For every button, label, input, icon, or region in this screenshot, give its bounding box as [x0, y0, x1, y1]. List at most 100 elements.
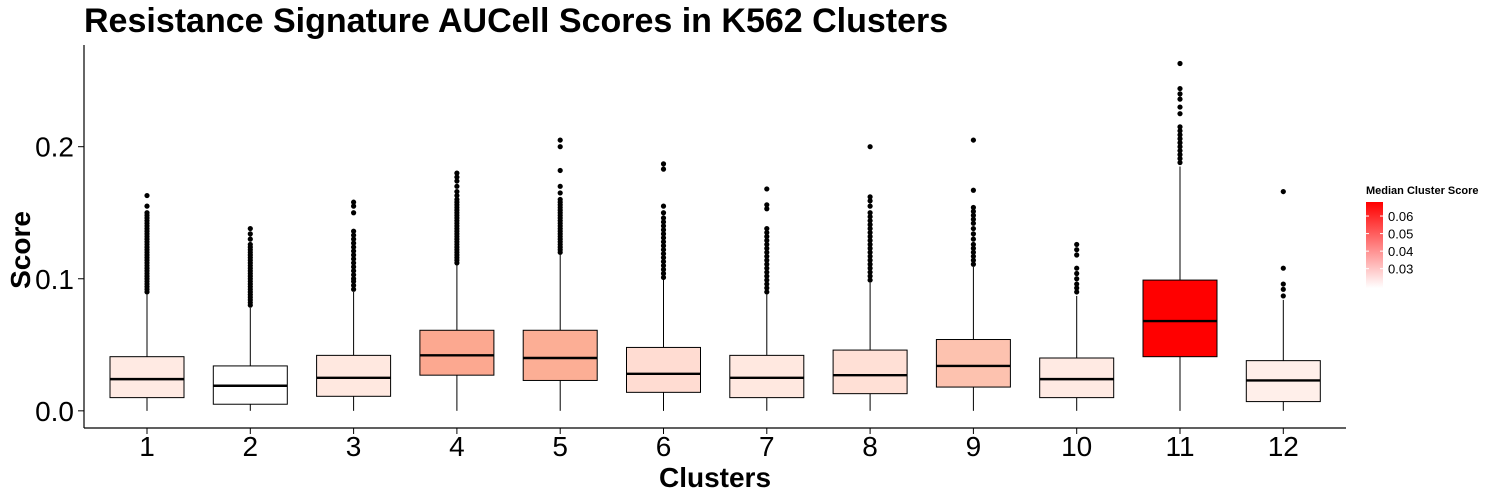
box-cluster-2: [212, 225, 288, 411]
outlier-point: [1074, 270, 1080, 277]
outlier-point: [867, 257, 873, 263]
outlier-point: [1074, 276, 1080, 282]
outlier-point: [764, 261, 770, 267]
box-cluster-11: [1142, 60, 1218, 411]
outlier-point: [351, 286, 357, 292]
outlier-point: [764, 206, 770, 212]
box-cluster-10: [1039, 241, 1115, 411]
box-cluster-8: [832, 144, 908, 411]
outlier-point: [867, 233, 873, 240]
outlier-point: [867, 144, 873, 150]
outlier-point: [970, 225, 977, 232]
outlier-point: [351, 236, 357, 242]
outlier-point: [764, 289, 770, 295]
outlier-point: [660, 243, 667, 249]
x-tick-label: 9: [966, 431, 982, 462]
outlier-point: [1280, 265, 1286, 271]
outlier-point: [660, 251, 667, 257]
outlier-point: [1177, 104, 1183, 110]
outlier-point: [454, 196, 460, 203]
box-iqr: [832, 349, 908, 395]
outlier-point: [351, 276, 357, 282]
x-tick-label: 1: [139, 431, 155, 462]
outlier-point: [867, 218, 873, 224]
outlier-point: [660, 258, 667, 265]
outlier-point: [764, 269, 770, 275]
outlier-point: [970, 216, 977, 222]
outlier-point: [1177, 91, 1183, 97]
outlier-point: [764, 245, 770, 251]
outlier-point: [867, 198, 873, 204]
outlier-point: [970, 204, 977, 211]
outlier-point: [247, 231, 253, 237]
outlier-point: [867, 245, 873, 251]
outlier-point: [1177, 128, 1183, 134]
box-cluster-12: [1245, 188, 1321, 411]
outlier-point: [970, 245, 977, 251]
outlier-point: [660, 235, 667, 241]
outlier-point: [1177, 60, 1183, 67]
y-tick-label: 0.1: [35, 264, 74, 295]
outlier-point: [557, 196, 563, 203]
outlier-point: [764, 202, 770, 208]
box-iqr: [316, 354, 392, 397]
outlier-point: [764, 281, 770, 287]
outlier-point: [351, 260, 357, 266]
box-iqr: [1142, 279, 1218, 358]
outlier-point: [454, 178, 460, 184]
outlier-point: [454, 183, 460, 189]
box-iqr: [522, 329, 598, 381]
x-tick-label: 2: [243, 431, 259, 462]
outlier-point: [351, 199, 357, 205]
outlier-point: [660, 239, 667, 245]
outlier-point: [660, 161, 667, 167]
outlier-point: [454, 192, 460, 199]
outlier-point: [557, 167, 563, 174]
outlier-point: [1177, 140, 1183, 146]
outlier-point: [867, 203, 873, 209]
outlier-point: [351, 228, 357, 234]
box-cluster-3: [316, 199, 392, 411]
outlier-point: [247, 236, 253, 242]
outlier-point: [970, 257, 977, 263]
outlier-point: [1177, 148, 1183, 154]
box-cluster-4: [419, 170, 495, 411]
outlier-point: [764, 241, 770, 248]
outlier-point: [557, 190, 563, 196]
legend-colorbar: [1366, 202, 1383, 288]
outlier-point: [660, 219, 667, 225]
outlier-point: [660, 231, 667, 237]
outlier-point: [660, 223, 667, 229]
outlier-point: [764, 277, 770, 283]
x-tick-label: 4: [449, 431, 465, 462]
x-tick-label: 11: [1165, 431, 1194, 462]
outlier-point: [351, 264, 357, 270]
y-axis-title: Score: [5, 211, 36, 289]
outlier-point: [1177, 136, 1183, 142]
outlier-point: [867, 241, 873, 248]
outlier-point: [660, 262, 667, 269]
outlier-point: [1074, 241, 1080, 248]
outlier-point: [764, 233, 770, 240]
box-iqr: [729, 354, 805, 399]
outlier-point: [660, 266, 667, 273]
outlier-point: [351, 282, 357, 288]
x-tick-label: 6: [656, 431, 672, 462]
outlier-point: [764, 249, 770, 255]
outlier-point: [454, 170, 460, 176]
outlier-point: [867, 269, 873, 275]
outlier-point: [867, 261, 873, 267]
outlier-point: [1074, 247, 1080, 253]
outlier-point: [764, 257, 770, 263]
outlier-point: [970, 212, 977, 218]
outlier-point: [660, 227, 667, 233]
outlier-point: [1177, 155, 1183, 162]
outlier-point: [351, 240, 357, 246]
plot-area: 0.00.10.21 2 3 4 5 6 7 8 9 10 11 12: [35, 45, 1346, 462]
outlier-point: [351, 244, 357, 250]
outlier-point: [660, 203, 667, 209]
outlier-point: [351, 252, 357, 258]
x-tick-label: 12: [1268, 431, 1299, 462]
legend-tick-label: 0.06: [1388, 209, 1413, 224]
